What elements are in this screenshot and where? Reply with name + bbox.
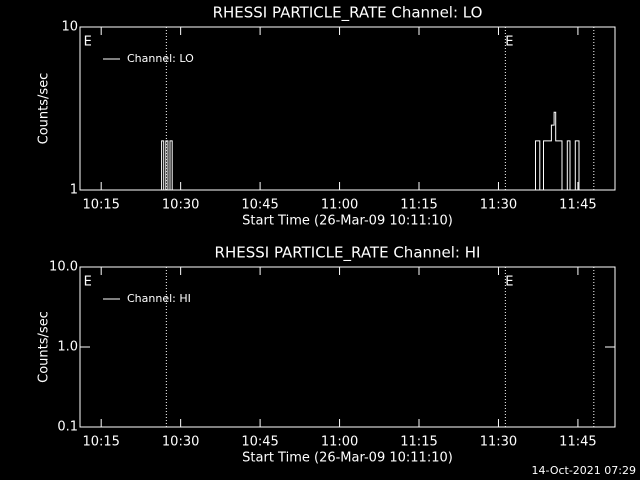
x-tick-label: 11:45 [559, 198, 596, 213]
y-axis-label: Counts/sec [37, 311, 52, 383]
y-tick-label: 10.0 [49, 260, 78, 275]
annotation: E [505, 275, 513, 290]
annotation: E [505, 35, 513, 50]
x-tick-label: 11:15 [400, 435, 437, 450]
legend-label: Channel: LO [127, 52, 194, 65]
chart-title: RHESSI PARTICLE_RATE Channel: LO [213, 4, 483, 23]
x-tick-label: 10:45 [241, 198, 278, 213]
annotation: E [84, 35, 92, 50]
y-axis-label: Counts/sec [37, 73, 52, 145]
x-tick-label: 11:00 [321, 435, 358, 450]
x-tick-label: 10:45 [241, 435, 278, 450]
x-tick-label: 11:45 [559, 435, 596, 450]
y-tick-label: 10 [61, 20, 78, 35]
x-axis-label: Start Time (26-Mar-09 10:11:10) [242, 214, 453, 229]
x-axis-label: Start Time (26-Mar-09 10:11:10) [242, 451, 453, 466]
x-tick-label: 10:15 [82, 198, 119, 213]
plot-frame [79, 266, 616, 428]
x-tick-label: 10:30 [162, 435, 199, 450]
y-tick-label: 1.0 [57, 340, 78, 355]
data-line [80, 111, 580, 191]
x-tick-label: 11:15 [400, 198, 437, 213]
x-tick-label: 11:00 [321, 198, 358, 213]
chart-title: RHESSI PARTICLE_RATE Channel: HI [215, 244, 481, 263]
annotation: E [84, 275, 92, 290]
x-tick-label: 10:15 [82, 435, 119, 450]
x-tick-label: 11:30 [480, 198, 517, 213]
x-tick-label: 10:30 [162, 198, 199, 213]
timestamp: 14-Oct-2021 07:29 [532, 464, 636, 477]
legend-label: Channel: HI [127, 292, 191, 305]
y-tick-label: 0.1 [57, 420, 78, 435]
x-tick-label: 11:30 [480, 435, 517, 450]
y-tick-label: 1 [70, 183, 78, 198]
